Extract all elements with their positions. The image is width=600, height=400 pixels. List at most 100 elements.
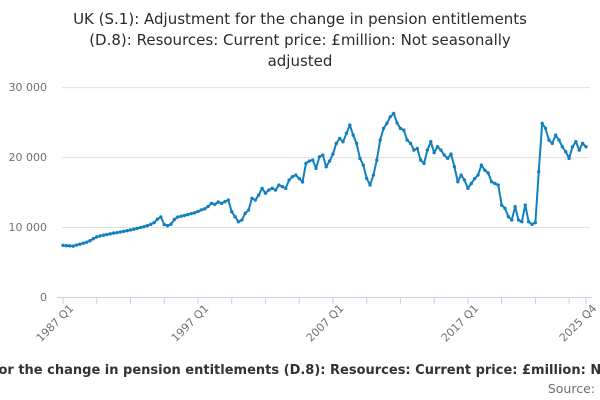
series-point-marker <box>516 218 521 222</box>
series-point-marker <box>233 215 237 219</box>
series-point-marker <box>452 165 457 169</box>
series-point-marker <box>125 228 129 233</box>
series-point-marker <box>230 210 234 214</box>
series-point-marker <box>111 231 116 235</box>
series-point-marker <box>469 181 473 186</box>
y-axis-tick-label: 30 000 <box>8 80 48 94</box>
series-point-marker <box>510 218 514 222</box>
series-point-marker <box>101 233 106 237</box>
series-point-marker <box>199 208 204 212</box>
series-point-marker <box>186 212 190 217</box>
series-point-marker <box>216 200 220 204</box>
series-point-marker <box>165 224 170 228</box>
y-axis-tick-label: 0 <box>40 290 47 304</box>
series-point-marker <box>412 148 416 152</box>
series-point-marker <box>493 181 497 186</box>
chart-title-line-3: adjusted <box>267 52 333 70</box>
series-point-marker <box>122 229 126 234</box>
series-point-marker <box>314 166 318 171</box>
series-point-marker <box>84 240 89 244</box>
series-point-marker <box>543 126 548 131</box>
series-point-marker <box>560 145 565 149</box>
series-point-marker <box>574 140 578 144</box>
series-point-marker <box>294 173 298 177</box>
series-point-marker <box>368 183 372 187</box>
series-point-marker <box>537 170 541 174</box>
series-point-marker <box>250 196 254 201</box>
series-point-marker <box>257 193 261 197</box>
series-point-marker <box>206 204 210 209</box>
chart-title-line-2: (D.8): Resources: Current price: £millio… <box>89 31 511 49</box>
series-point-marker <box>496 183 500 187</box>
series-point-marker <box>476 173 480 177</box>
y-axis-tick-label: 20 000 <box>8 150 48 164</box>
series-point-marker <box>182 213 187 218</box>
series-point-marker <box>118 230 123 234</box>
series-point-marker <box>499 203 504 207</box>
series-point-marker <box>300 180 305 184</box>
series-point-marker <box>236 220 241 224</box>
series-point-marker <box>169 222 173 226</box>
series-point-marker <box>246 208 251 212</box>
series-point-marker <box>277 183 281 187</box>
source-label: Source: <box>547 381 595 396</box>
series-point-marker <box>287 178 291 182</box>
series-point-marker <box>98 234 102 238</box>
series-point-marker <box>240 218 244 222</box>
series-point-marker <box>324 165 328 169</box>
series-point-marker <box>415 146 419 151</box>
series-point-marker <box>327 159 332 163</box>
series-point-marker <box>189 211 193 216</box>
series-point-marker <box>95 235 99 239</box>
series-point-marker <box>564 150 568 154</box>
series-point-marker <box>260 186 264 191</box>
series-point-marker <box>550 141 554 146</box>
series-point-marker <box>462 178 467 182</box>
series-point-marker <box>530 222 534 227</box>
series-point-marker <box>375 158 379 162</box>
series-point-marker <box>304 161 308 166</box>
series-point-marker <box>547 138 551 142</box>
series-point-marker <box>341 140 345 144</box>
series-point-marker <box>331 152 335 156</box>
series-point-marker <box>219 201 224 206</box>
series-point-marker <box>449 152 453 156</box>
series-point-marker <box>64 244 69 248</box>
series-point-marker <box>354 141 359 146</box>
series-point-marker <box>105 232 109 237</box>
series-point-marker <box>71 244 75 248</box>
series-point-marker <box>138 225 143 230</box>
series-point-marker <box>371 173 376 177</box>
series-point-marker <box>567 156 571 161</box>
series-point-marker <box>270 186 274 191</box>
series-point-marker <box>408 141 413 146</box>
series-point-marker <box>334 141 339 146</box>
series-point-marker <box>176 215 180 219</box>
series-point-marker <box>388 115 392 119</box>
series-point-marker <box>432 150 436 155</box>
series-point-marker <box>68 244 72 248</box>
series-point-marker <box>422 161 426 166</box>
series-point-marker <box>149 222 153 227</box>
series-point-marker <box>483 168 487 172</box>
series-point-marker <box>526 220 531 224</box>
series-point-marker <box>203 207 207 211</box>
chart-title-line-1: UK (S.1): Adjustment for the change in p… <box>73 10 527 28</box>
series-point-marker <box>297 176 301 181</box>
series-point-marker <box>442 153 446 157</box>
series-point-marker <box>489 180 494 184</box>
y-axis-tick-label: 10 000 <box>8 220 48 234</box>
series-point-marker <box>520 220 524 224</box>
series-point-marker <box>263 191 268 195</box>
series-point-marker <box>418 158 423 162</box>
series-point-marker <box>81 241 85 245</box>
series-point-marker <box>445 156 450 160</box>
series-point-marker <box>162 222 166 227</box>
series-point-marker <box>466 186 470 191</box>
series-point-marker <box>361 163 365 167</box>
series-point-marker <box>570 145 575 149</box>
series-point-marker <box>435 145 440 149</box>
series-point-marker <box>88 238 92 243</box>
series-point-marker <box>159 215 163 219</box>
